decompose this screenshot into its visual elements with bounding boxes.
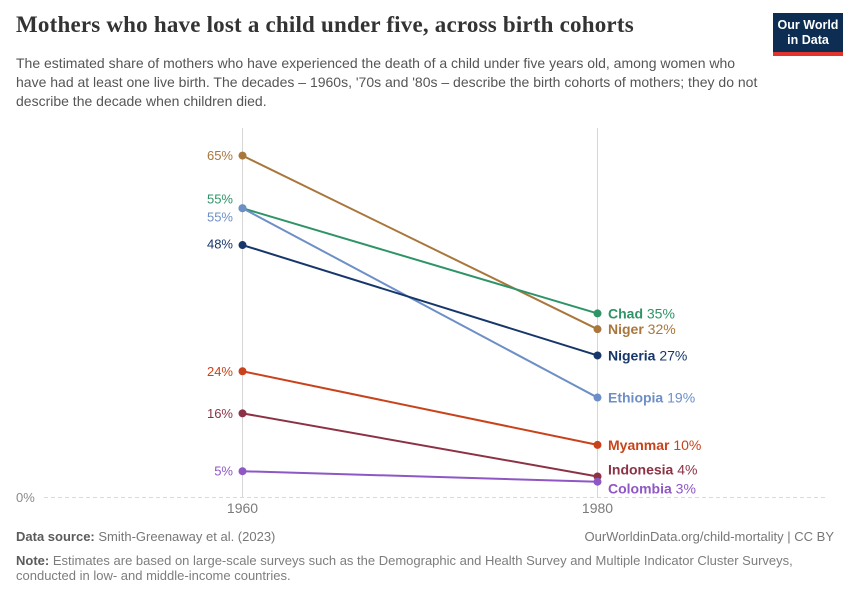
owid-logo-line1: Our World xyxy=(777,18,839,32)
start-value-label-ethiopia[interactable]: 55% xyxy=(207,210,233,225)
series-dot-end-nigeria[interactable] xyxy=(593,351,602,360)
x-axis-label-1980: 1980 xyxy=(582,500,613,516)
x-axis-label-1960: 1960 xyxy=(227,500,258,516)
start-value-label-colombia[interactable]: 5% xyxy=(214,464,233,479)
end-label-ethiopia[interactable]: Ethiopia 19% xyxy=(608,390,695,406)
data-source-value: Smith-Greenaway et al. (2023) xyxy=(94,529,276,544)
start-value-label-myanmar[interactable]: 24% xyxy=(207,364,233,379)
footer-source-row: Data source: Smith-Greenaway et al. (202… xyxy=(16,529,834,544)
series-line-indonesia[interactable] xyxy=(242,412,598,478)
series-dot-start-myanmar[interactable] xyxy=(238,367,247,376)
end-label-chad[interactable]: Chad 35% xyxy=(608,305,675,321)
owid-logo-line2: in Data xyxy=(787,33,829,47)
series-line-niger[interactable] xyxy=(242,154,598,331)
data-source-label: Data source: xyxy=(16,529,95,544)
footer-note-label: Note: xyxy=(16,553,50,568)
end-label-indonesia[interactable]: Indonesia 4% xyxy=(608,461,697,477)
start-value-label-indonesia[interactable]: 16% xyxy=(207,406,233,421)
series-dot-end-niger[interactable] xyxy=(593,325,602,334)
end-label-myanmar[interactable]: Myanmar 10% xyxy=(608,437,701,453)
series-dot-start-colombia[interactable] xyxy=(238,467,247,476)
page-title: Mothers who have lost a child under five… xyxy=(16,12,634,37)
end-label-nigeria[interactable]: Nigeria 27% xyxy=(608,347,687,363)
zero-axis-label: 0% xyxy=(16,490,35,505)
series-line-chad[interactable] xyxy=(242,207,598,315)
footer-note-value: Estimates are based on large-scale surve… xyxy=(16,553,793,583)
data-source[interactable]: Data source: Smith-Greenaway et al. (202… xyxy=(16,529,275,544)
series-line-ethiopia[interactable] xyxy=(242,207,598,399)
series-dot-start-niger[interactable] xyxy=(238,151,247,160)
series-dot-end-colombia[interactable] xyxy=(593,477,602,486)
start-value-label-chad[interactable]: 55% xyxy=(207,192,233,207)
end-label-colombia[interactable]: Colombia 3% xyxy=(608,481,696,497)
citation-link[interactable]: OurWorldinData.org/child-mortality | CC … xyxy=(584,529,835,544)
start-value-label-nigeria[interactable]: 48% xyxy=(207,237,233,252)
series-line-nigeria[interactable] xyxy=(242,244,598,357)
series-line-myanmar[interactable] xyxy=(242,370,598,446)
series-line-colombia[interactable] xyxy=(242,470,598,483)
series-dot-end-myanmar[interactable] xyxy=(593,440,602,449)
chart-subtitle: The estimated share of mothers who have … xyxy=(16,55,758,109)
series-dot-start-indonesia[interactable] xyxy=(238,409,247,418)
start-value-label-niger[interactable]: 65% xyxy=(207,148,233,163)
owid-logo[interactable]: Our World in Data xyxy=(773,13,843,56)
series-dot-end-ethiopia[interactable] xyxy=(593,393,602,402)
footer-note: Note: Estimates are based on large-scale… xyxy=(16,553,811,583)
end-label-niger[interactable]: Niger 32% xyxy=(608,321,676,337)
series-dot-start-nigeria[interactable] xyxy=(238,241,247,250)
series-dot-start-ethiopia[interactable] xyxy=(238,204,247,213)
series-dot-end-chad[interactable] xyxy=(593,309,602,318)
